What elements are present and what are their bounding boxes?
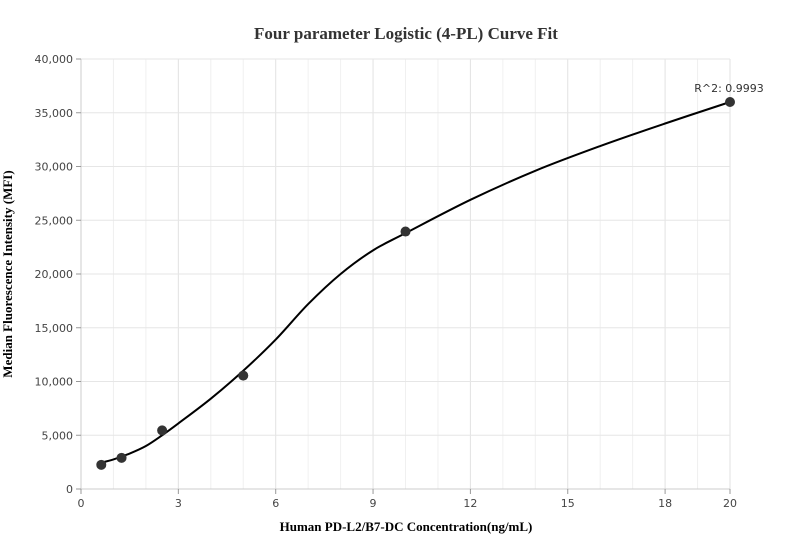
y-tick-label: 20,000 (35, 268, 74, 281)
data-point (238, 370, 249, 381)
data-point (725, 97, 735, 107)
y-tick-label: 0 (66, 483, 73, 496)
r-squared-annotation: R^2: 0.9993 (694, 82, 764, 95)
y-tick-label: 15,000 (35, 322, 74, 335)
y-tick-label: 10,000 (35, 376, 74, 389)
x-tick-label: 9 (370, 497, 377, 510)
y-tick-label: 40,000 (35, 53, 74, 66)
data-point (157, 425, 168, 436)
chart-title: Four parameter Logistic (4-PL) Curve Fit (254, 24, 558, 43)
fit-curve (101, 101, 731, 464)
x-tick-label: 15 (561, 497, 575, 510)
x-tick-label: 6 (272, 497, 279, 510)
x-tick-label: 18 (658, 497, 672, 510)
y-axis-ticks: 0 5,000 10,000 15,000 20,000 25,000 30,000 35,0… (35, 53, 81, 496)
y-tick-label: 25,000 (35, 214, 74, 227)
x-axis-ticks: 0 3 6 9 12 15 18 20 (78, 489, 737, 510)
y-tick-label: 5,000 (42, 429, 74, 442)
x-axis-title: Human PD-L2/B7-DC Concentration(ng/mL) (280, 519, 533, 534)
x-tick-label: 0 (78, 497, 85, 510)
data-point (400, 226, 411, 237)
x-tick-label: 20 (723, 497, 737, 510)
data-point (116, 452, 127, 463)
x-tick-label: 12 (463, 497, 477, 510)
y-axis-title: Median Fluorescence Intensity (MFI) (0, 170, 15, 377)
y-tick-label: 35,000 (35, 107, 74, 120)
y-tick-label: 30,000 (35, 161, 74, 174)
x-tick-label: 3 (175, 497, 182, 510)
grid (81, 58, 731, 489)
data-points (96, 97, 735, 470)
data-point (96, 459, 107, 470)
